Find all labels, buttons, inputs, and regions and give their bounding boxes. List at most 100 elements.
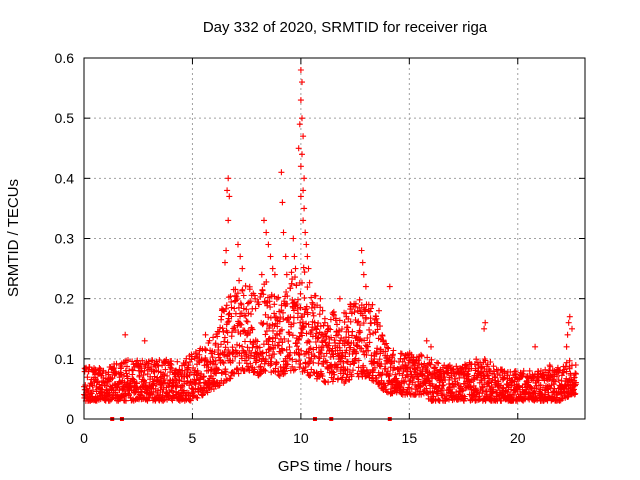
data-point: [313, 330, 320, 337]
data-point: [401, 355, 408, 362]
data-point: [282, 253, 289, 260]
data-point: [283, 271, 290, 278]
data-point: [235, 370, 242, 377]
data-point: [300, 217, 307, 224]
data-point: [484, 391, 490, 398]
data-point: [415, 364, 421, 371]
data-point: [226, 318, 233, 324]
data-point: [354, 370, 361, 377]
data-point: [224, 187, 231, 194]
data-point: [319, 373, 326, 380]
data-point: [572, 379, 579, 386]
data-point: [207, 367, 214, 374]
data-point: [222, 344, 229, 351]
data-point: [396, 370, 403, 377]
data-point: [295, 337, 302, 343]
data-point: [307, 345, 314, 352]
data-point: [520, 367, 527, 374]
data-point: [473, 356, 480, 363]
data-point: [339, 326, 345, 332]
data-point: [181, 381, 188, 387]
data-point: [169, 388, 176, 395]
data-point: [183, 355, 190, 362]
data-point: [216, 382, 223, 388]
data-point: [292, 366, 299, 373]
data-point: [222, 259, 228, 266]
data-point: [238, 301, 245, 308]
data-point: [228, 298, 235, 305]
data-point: [390, 347, 397, 354]
data-point: [374, 345, 381, 352]
data-point: [321, 353, 327, 360]
data-point: [224, 339, 231, 346]
data-point: [343, 347, 350, 354]
data-point: [322, 339, 329, 346]
data-point: [283, 346, 290, 353]
data-point: [379, 370, 386, 377]
data-point: [295, 310, 301, 317]
data-point: [573, 370, 579, 377]
data-point: [299, 115, 305, 122]
data-point: [435, 360, 442, 367]
data-point: [406, 390, 413, 397]
data-point: [307, 372, 314, 379]
data-point: [162, 366, 169, 373]
data-point: [187, 397, 194, 404]
data-point: [268, 354, 275, 361]
data-point: [244, 318, 251, 325]
data-point: [357, 329, 364, 336]
data-point: [415, 376, 422, 383]
data-point: [315, 334, 322, 341]
data-point: [242, 338, 248, 345]
data-point: [90, 387, 96, 393]
data-point: [393, 375, 400, 382]
data-point: [124, 363, 130, 370]
data-point: [215, 344, 222, 350]
data-point: [352, 300, 359, 307]
data-point: [185, 362, 192, 369]
y-tick-label: 0.2: [55, 291, 75, 307]
data-point: [360, 348, 367, 355]
data-point: [401, 378, 408, 385]
data-point: [303, 303, 310, 310]
data-point: [352, 303, 359, 310]
data-point: [572, 370, 579, 377]
data-point: [504, 389, 511, 396]
data-point: [204, 361, 211, 368]
data-point: [317, 295, 324, 302]
data-point: [179, 367, 186, 374]
data-point: [343, 313, 350, 320]
data-point: [275, 371, 282, 378]
data-point: [301, 175, 308, 182]
data-point: [480, 387, 486, 394]
data-point: [572, 362, 579, 368]
data-point: [319, 307, 326, 314]
data-point: [336, 295, 343, 302]
data-point: [400, 386, 407, 393]
data-point: [385, 345, 392, 352]
data-point: [555, 368, 562, 374]
data-point: [161, 372, 168, 379]
data-point: [453, 363, 460, 370]
data-point: [235, 304, 242, 311]
data-point: [105, 369, 112, 376]
data-point: [168, 365, 175, 372]
y-tick-label: 0.3: [55, 231, 75, 247]
data-point: [239, 343, 246, 350]
data-point: [359, 259, 366, 266]
data-point: [383, 340, 390, 347]
data-point: [423, 337, 430, 344]
data-point: [311, 353, 318, 360]
data-point: [212, 340, 219, 347]
data-point: [209, 354, 216, 361]
y-tick-label: 0.4: [55, 170, 75, 186]
data-point: [232, 292, 238, 299]
data-point: [289, 332, 296, 339]
data-point: [289, 356, 296, 363]
data-point: [382, 361, 389, 367]
data-point: [415, 357, 422, 364]
data-point: [310, 346, 317, 353]
data-point: [276, 330, 283, 337]
data-point: [353, 349, 360, 356]
data-point: [280, 309, 286, 316]
